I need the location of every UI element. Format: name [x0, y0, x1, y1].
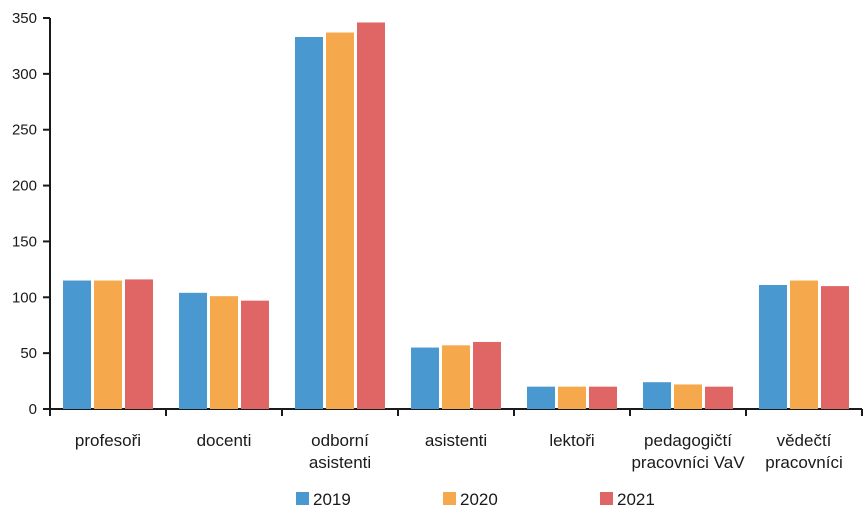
bar [63, 280, 91, 409]
x-category-label: asistenti [425, 431, 487, 450]
bar [94, 280, 122, 409]
y-tick-label: 200 [12, 178, 37, 195]
bar [326, 32, 354, 409]
legend-swatch [443, 492, 456, 505]
bar [210, 296, 238, 409]
bar [357, 22, 385, 410]
x-category-label: docenti [197, 431, 252, 450]
x-category-label: odborní [311, 431, 369, 450]
category-labels: profesoři docenti odborní asistenti asistent… [75, 431, 843, 472]
y-tick-label: 150 [12, 233, 37, 250]
x-category-label: asistenti [309, 453, 371, 472]
bar [558, 386, 586, 409]
x-category-label: profesoři [75, 431, 141, 450]
bar [179, 292, 207, 409]
x-category-label: pracovníci VaV [631, 453, 745, 472]
y-tick-label: 300 [12, 66, 37, 83]
bar [643, 382, 671, 409]
y-tick-label: 350 [12, 10, 37, 27]
legend-swatch [600, 492, 613, 505]
x-category-label: pedagogičtí [644, 431, 732, 450]
bars [63, 22, 849, 410]
bar [411, 347, 439, 409]
bar [759, 284, 787, 409]
bar [821, 286, 849, 409]
bar [705, 386, 733, 409]
bar [241, 300, 269, 409]
bar [589, 386, 617, 409]
x-category-label: vědečtí [777, 431, 832, 450]
bar [442, 345, 470, 409]
y-tick-label: 0 [29, 401, 37, 418]
y-tick-label: 50 [20, 345, 37, 362]
x-axis [49, 408, 863, 416]
bar [674, 384, 702, 409]
y-axis: 0 50 100 150 200 250 300 350 [12, 10, 51, 418]
bar [295, 36, 323, 410]
x-category-label: pracovníci [765, 453, 842, 472]
legend-label: 2020 [460, 490, 498, 509]
bar [125, 279, 153, 409]
bar [473, 341, 501, 409]
bar [790, 280, 818, 409]
legend-label: 2021 [617, 490, 655, 509]
legend: 2019 2020 2021 [296, 490, 655, 509]
bar [527, 386, 555, 409]
x-category-label: lektoři [549, 431, 594, 450]
y-tick-label: 250 [12, 122, 37, 139]
legend-swatch [296, 492, 309, 505]
legend-label: 2019 [313, 490, 351, 509]
y-tick-label: 100 [12, 289, 37, 306]
